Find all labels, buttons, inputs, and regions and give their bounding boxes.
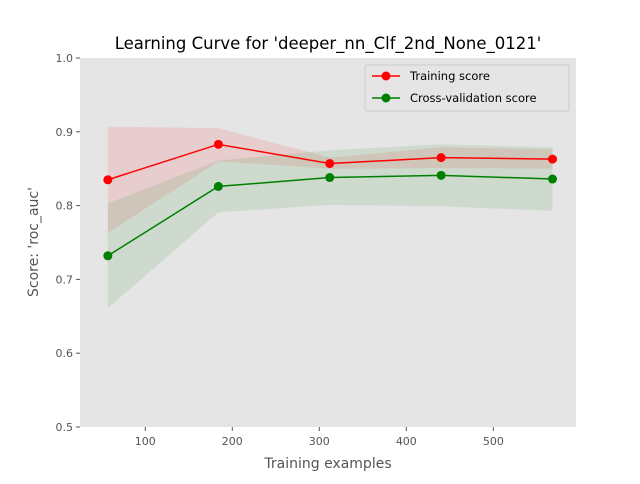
- point-series-0-1: [213, 139, 223, 149]
- y-tick-label: 0.8: [56, 200, 74, 213]
- legend: Training score Cross-validation score: [364, 64, 570, 112]
- point-series-1-4: [548, 174, 558, 184]
- point-series-0-0: [103, 175, 113, 185]
- x-tick-label: 500: [483, 435, 504, 448]
- x-tick-label: 100: [135, 435, 156, 448]
- x-tick-label: 200: [222, 435, 243, 448]
- y-tick-label: 0.6: [56, 347, 74, 360]
- legend-training-marker: [381, 71, 391, 81]
- point-series-0-2: [325, 159, 335, 169]
- x-axis-label: Training examples: [263, 456, 391, 472]
- x-axis-ticks: 100 200 300 400 500: [135, 427, 504, 448]
- point-series-0-3: [436, 153, 446, 163]
- y-tick-label: 0.5: [56, 421, 74, 434]
- legend-cv-label: Cross-validation score: [410, 91, 537, 105]
- y-tick-label: 1.0: [56, 52, 74, 65]
- legend-cv-marker: [381, 93, 391, 103]
- y-axis-label: Score: 'roc_auc': [26, 187, 42, 297]
- legend-box: [364, 64, 570, 112]
- y-tick-label: 0.9: [56, 126, 74, 139]
- point-series-1-1: [213, 181, 223, 191]
- point-series-0-4: [548, 154, 558, 164]
- y-axis-ticks: 0.5 0.6 0.7 0.8 0.9 1.0: [56, 52, 80, 434]
- y-tick-label: 0.7: [56, 273, 74, 286]
- legend-training-label: Training score: [409, 69, 490, 83]
- point-series-1-0: [103, 251, 113, 261]
- score-points: [103, 139, 558, 261]
- plot-area: [80, 58, 576, 427]
- x-tick-label: 400: [396, 435, 417, 448]
- point-series-1-3: [436, 170, 446, 180]
- x-tick-label: 300: [309, 435, 330, 448]
- point-series-1-2: [325, 173, 335, 183]
- chart-title: Learning Curve for 'deeper_nn_Clf_2nd_No…: [115, 34, 542, 54]
